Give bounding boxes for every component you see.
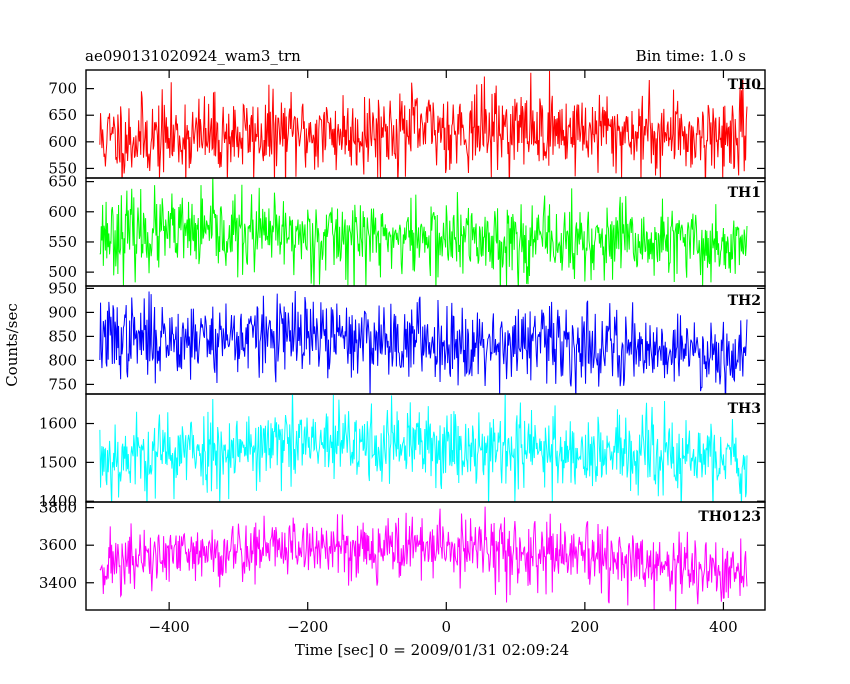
- series-line-th2: [99, 291, 748, 394]
- y-tick-label: 3400: [39, 574, 77, 592]
- panel-label-th0: TH0: [728, 77, 762, 93]
- bin-time-label: Bin time: 1.0 s: [636, 47, 746, 65]
- panel-th0123: 3400 3600 3800 TH0123: [39, 499, 766, 611]
- panel-frame: [85, 501, 766, 611]
- y-tick-label: 550: [48, 233, 77, 251]
- panel-th0: 550 600 650 700 TH0: [48, 69, 766, 179]
- y-tick-label: 3800: [39, 499, 77, 517]
- y-tick-label: 3600: [39, 536, 77, 554]
- y-tick-label: 800: [48, 351, 77, 369]
- panel-th1: 500 550 600 650 TH1: [48, 173, 766, 287]
- y-tick-label: 700: [48, 80, 77, 98]
- y-tick-label: 650: [48, 106, 77, 124]
- y-tick-label: 1400: [39, 492, 77, 510]
- series-line-th0: [99, 70, 748, 178]
- y-tick-label: 650: [48, 173, 77, 191]
- y-axis-title: Counts/sec: [3, 303, 21, 387]
- panel-th2: 750 800 850 900 950 TH2: [48, 279, 766, 395]
- x-axis: −400 −200 0 200 400: [149, 70, 738, 636]
- y-tick-label: 500: [48, 263, 77, 281]
- panel-th3: 1400 1500 1600 TH3: [39, 393, 766, 510]
- y-tick-label: 550: [48, 159, 77, 177]
- chart-title: ae090131020924_wam3_trn: [85, 47, 301, 65]
- x-tick-label: −200: [287, 618, 328, 636]
- panel-label-th0123: TH0123: [698, 509, 761, 525]
- panels-layer: 550 600 650 700 TH0 500 550 600 650 TH1 750 800 850 9…: [39, 69, 766, 611]
- y-tick-label: 600: [48, 133, 77, 151]
- y-tick-label: 850: [48, 327, 77, 345]
- y-tick-label: 600: [48, 203, 77, 221]
- x-tick-label: −400: [149, 618, 190, 636]
- x-tick-label: 400: [709, 618, 738, 636]
- y-tick-label: 900: [48, 303, 77, 321]
- panel-label-th2: TH2: [728, 293, 761, 309]
- y-tick-label: 1600: [39, 415, 77, 433]
- series-line-th0123: [99, 506, 748, 610]
- series-line-th1: [99, 178, 748, 286]
- y-tick-label: 950: [48, 279, 77, 297]
- x-tick-label: 200: [571, 618, 600, 636]
- panel-label-th3: TH3: [728, 401, 761, 417]
- y-tick-label: 1500: [39, 453, 77, 471]
- x-axis-title: Time [sec] 0 = 2009/01/31 02:09:24: [295, 641, 569, 659]
- series-line-th3: [99, 394, 748, 502]
- panel-label-th1: TH1: [728, 185, 761, 201]
- y-tick-label: 750: [48, 375, 77, 393]
- x-tick-label: 0: [442, 618, 452, 636]
